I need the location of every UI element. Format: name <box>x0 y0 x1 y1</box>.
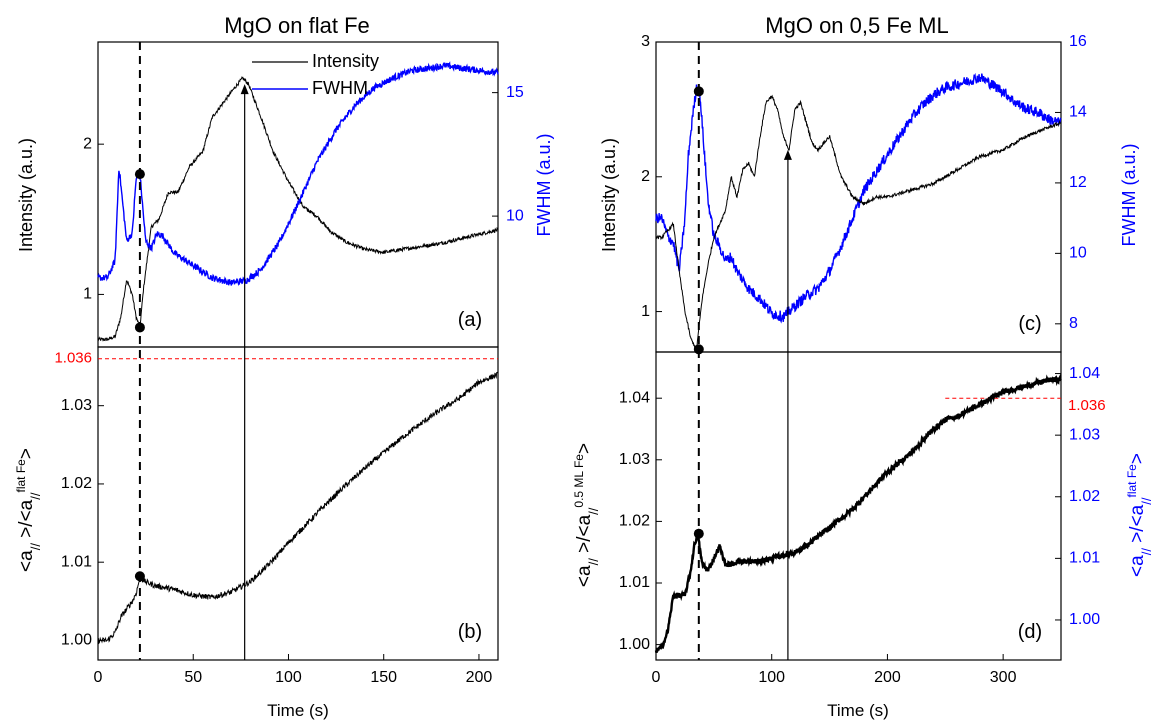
legend-label-intensity: Intensity <box>312 51 379 71</box>
xtick-label-b: 150 <box>370 669 397 686</box>
ytick-label-right-c: 10 <box>1069 245 1087 262</box>
y2label-a: FWHM (a.u.) <box>534 134 554 237</box>
reference-label-b: 1.036 <box>54 350 92 367</box>
xtick-label-b: 200 <box>466 669 493 686</box>
series-d-lattice <box>654 373 1062 653</box>
xlabel-b: Time (s) <box>267 701 329 720</box>
ytick-label-right-d: 1.01 <box>1069 550 1100 567</box>
panel-label-c: (c) <box>1018 313 1041 335</box>
ytick-label-d: 1.02 <box>619 513 650 530</box>
panel-label-d: (d) <box>1018 621 1042 643</box>
panel-label-a: (a) <box>458 309 482 331</box>
ytick-label-c: 2 <box>641 168 650 185</box>
ytick-label-right-a: 15 <box>506 84 524 101</box>
xtick-label-d: 0 <box>652 669 661 686</box>
reference-label-d: 1.036 <box>1068 397 1106 414</box>
arrow-head-left <box>240 84 249 95</box>
ytick-label-right-d: 1.04 <box>1069 365 1100 382</box>
ylabel-b: <a// >/<a//flat Fe> <box>14 448 43 572</box>
ytick-label-right-a: 10 <box>506 207 524 224</box>
ytick-label-b: 1.00 <box>61 632 92 649</box>
series-b-lattice <box>97 371 499 645</box>
legend-label-fwhm: FWHM <box>312 78 368 98</box>
ytick-label-right-c: 14 <box>1069 104 1087 121</box>
panel-label-b: (b) <box>458 621 482 643</box>
ytick-label-b: 1.03 <box>61 397 92 414</box>
title-right: MgO on 0,5 Fe ML <box>765 13 948 38</box>
ytick-label-d: 1.03 <box>619 451 650 468</box>
marker-dot-a-intensity <box>134 322 145 333</box>
title-left: MgO on flat Fe <box>224 13 370 38</box>
ytick-label-b: 1.02 <box>61 475 92 492</box>
ytick-label-d: 1.00 <box>619 636 650 653</box>
ytick-label-a: 2 <box>83 135 92 152</box>
ytick-label-a: 1 <box>83 286 92 303</box>
ytick-label-right-d: 1.02 <box>1069 488 1100 505</box>
ytick-label-b: 1.01 <box>61 553 92 570</box>
xtick-label-b: 50 <box>184 669 202 686</box>
ytick-label-d: 1.01 <box>619 574 650 591</box>
ytick-label-right-d: 1.00 <box>1069 611 1100 628</box>
series-a-fwhm <box>97 61 499 287</box>
ytick-label-c: 3 <box>641 33 650 50</box>
ytick-label-d: 1.04 <box>619 389 650 406</box>
panel-b-frame <box>97 346 499 661</box>
marker-dot-c-fwhm <box>693 86 704 97</box>
ytick-label-right-c: 8 <box>1069 315 1078 332</box>
series-c-intensity <box>655 94 1061 350</box>
xtick-label-b: 100 <box>275 669 302 686</box>
series-a-intensity <box>97 76 499 342</box>
legend: Intensity FWHM <box>252 51 379 98</box>
y2label-d: <a// >/<a//flat Fe> <box>1125 453 1154 577</box>
xtick-label-d: 100 <box>758 669 785 686</box>
ylabel-d: <a// >/<a//0.5 ML Fe> <box>572 443 601 587</box>
arrow-head-right <box>783 149 792 160</box>
ytick-label-right-d: 1.03 <box>1069 426 1100 443</box>
ytick-label-right-c: 12 <box>1069 174 1087 191</box>
xtick-label-d: 200 <box>874 669 901 686</box>
ytick-label-c: 1 <box>641 303 650 320</box>
series-c-fwhm <box>655 72 1062 324</box>
marker-dot-d <box>693 528 704 539</box>
ylabel-c: Intensity (a.u.) <box>599 138 619 252</box>
xtick-label-b: 0 <box>94 669 103 686</box>
xtick-label-d: 300 <box>990 669 1017 686</box>
ylabel-a: Intensity (a.u.) <box>16 138 36 252</box>
ytick-label-right-c: 16 <box>1069 33 1087 50</box>
marker-dot-b <box>134 571 145 582</box>
panel-d-frame <box>655 351 1062 661</box>
y2label-c: FWHM (a.u.) <box>1119 144 1139 247</box>
xlabel-d: Time (s) <box>827 701 889 720</box>
marker-dot-a-fwhm <box>134 169 145 180</box>
marker-dot-c-intensity <box>693 344 704 355</box>
panel-a-frame <box>97 41 499 348</box>
